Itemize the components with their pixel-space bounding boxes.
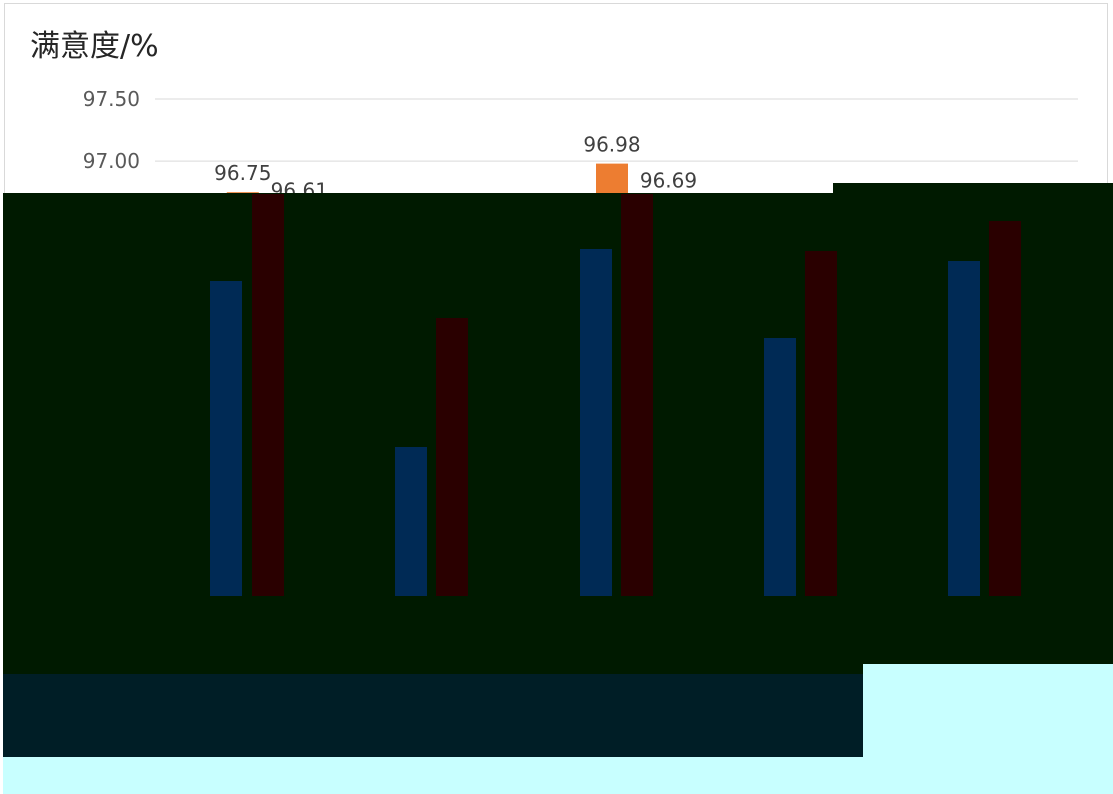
y-tick-label: 97.50 <box>83 87 140 111</box>
y-tick-label: 97.00 <box>83 149 140 173</box>
occlusion-panel <box>3 193 1113 674</box>
occlusion-panel <box>3 757 1113 794</box>
data-label: 96.69 <box>640 169 697 193</box>
occlusion-panel <box>863 664 1113 757</box>
data-label: 96.75 <box>214 161 271 185</box>
y-axis-title: 满意度/% <box>30 29 159 64</box>
occlusion-panel <box>833 183 1113 195</box>
occlusion-panel <box>3 674 863 757</box>
data-label: 96.98 <box>583 133 640 157</box>
